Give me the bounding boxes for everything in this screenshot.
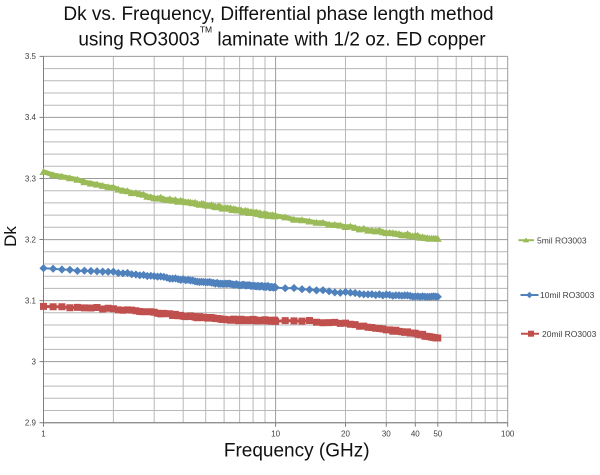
svg-text:Dk vs. Frequency, Differential: Dk vs. Frequency, Differential phase len…: [63, 4, 493, 25]
svg-text:using RO3003TM laminate with 1: using RO3003TM laminate with 1/2 oz. ED …: [78, 24, 486, 50]
svg-text:3.4: 3.4: [25, 113, 37, 122]
svg-text:1: 1: [41, 430, 46, 439]
svg-text:Dk: Dk: [1, 226, 20, 247]
svg-text:3.5: 3.5: [25, 52, 37, 61]
svg-text:2.9: 2.9: [25, 419, 37, 428]
svg-text:3: 3: [32, 357, 37, 366]
svg-text:50: 50: [433, 430, 442, 439]
svg-text:30: 30: [382, 430, 391, 439]
svg-text:5mil RO3003: 5mil RO3003: [537, 235, 587, 245]
svg-text:100: 100: [501, 430, 515, 439]
svg-text:3.2: 3.2: [25, 235, 37, 244]
svg-text:10mil RO3003: 10mil RO3003: [540, 290, 595, 300]
svg-text:20: 20: [341, 430, 350, 439]
svg-text:40: 40: [411, 430, 420, 439]
svg-text:Frequency (GHz): Frequency (GHz): [224, 441, 370, 462]
svg-text:3.3: 3.3: [25, 174, 37, 183]
svg-text:20mil RO3003: 20mil RO3003: [542, 329, 597, 339]
svg-text:3.1: 3.1: [25, 296, 37, 305]
svg-text:10: 10: [271, 430, 280, 439]
